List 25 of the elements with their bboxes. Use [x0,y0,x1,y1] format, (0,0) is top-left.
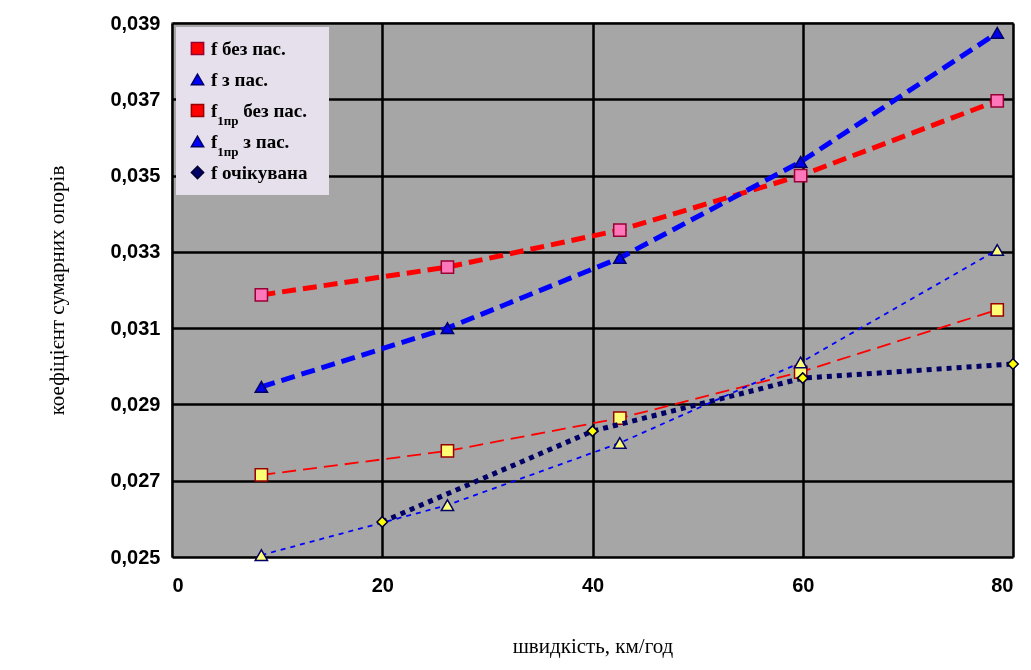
legend-label: f з пас. [211,68,269,90]
point [612,251,627,265]
y-tick-label: 0,027 [110,469,161,492]
point [990,26,1005,39]
point [440,322,455,335]
y-tick-label: 0,029 [110,392,161,415]
x-tick-label: 20 [371,573,394,596]
legend-label: f без пас. [211,37,286,59]
y-axis-title: коефіцієнт сумарних опорів [45,165,70,416]
y-tick-label: 0,025 [110,545,161,568]
y-tick-label: 0,035 [110,164,161,187]
legend-label: f очікувана [211,161,308,183]
y-tick-label: 0,031 [110,316,161,339]
x-axis-title: швидкість, км/год [512,633,674,658]
x-tick-label: 60 [792,573,815,596]
x-tick-label: 80 [991,573,1014,596]
point [793,155,808,168]
y-tick-label: 0,037 [110,87,161,110]
y-tick-label: 0,033 [110,240,161,263]
x-tick-label: 0 [172,573,184,596]
x-tick-label: 40 [581,573,605,596]
legend-label: f$_{1пр}$ з пас. [211,130,290,158]
point [254,380,269,393]
legend-label: f$_{1пр}$ без пас. [211,99,308,127]
y-tick-label: 0,039 [110,11,161,34]
